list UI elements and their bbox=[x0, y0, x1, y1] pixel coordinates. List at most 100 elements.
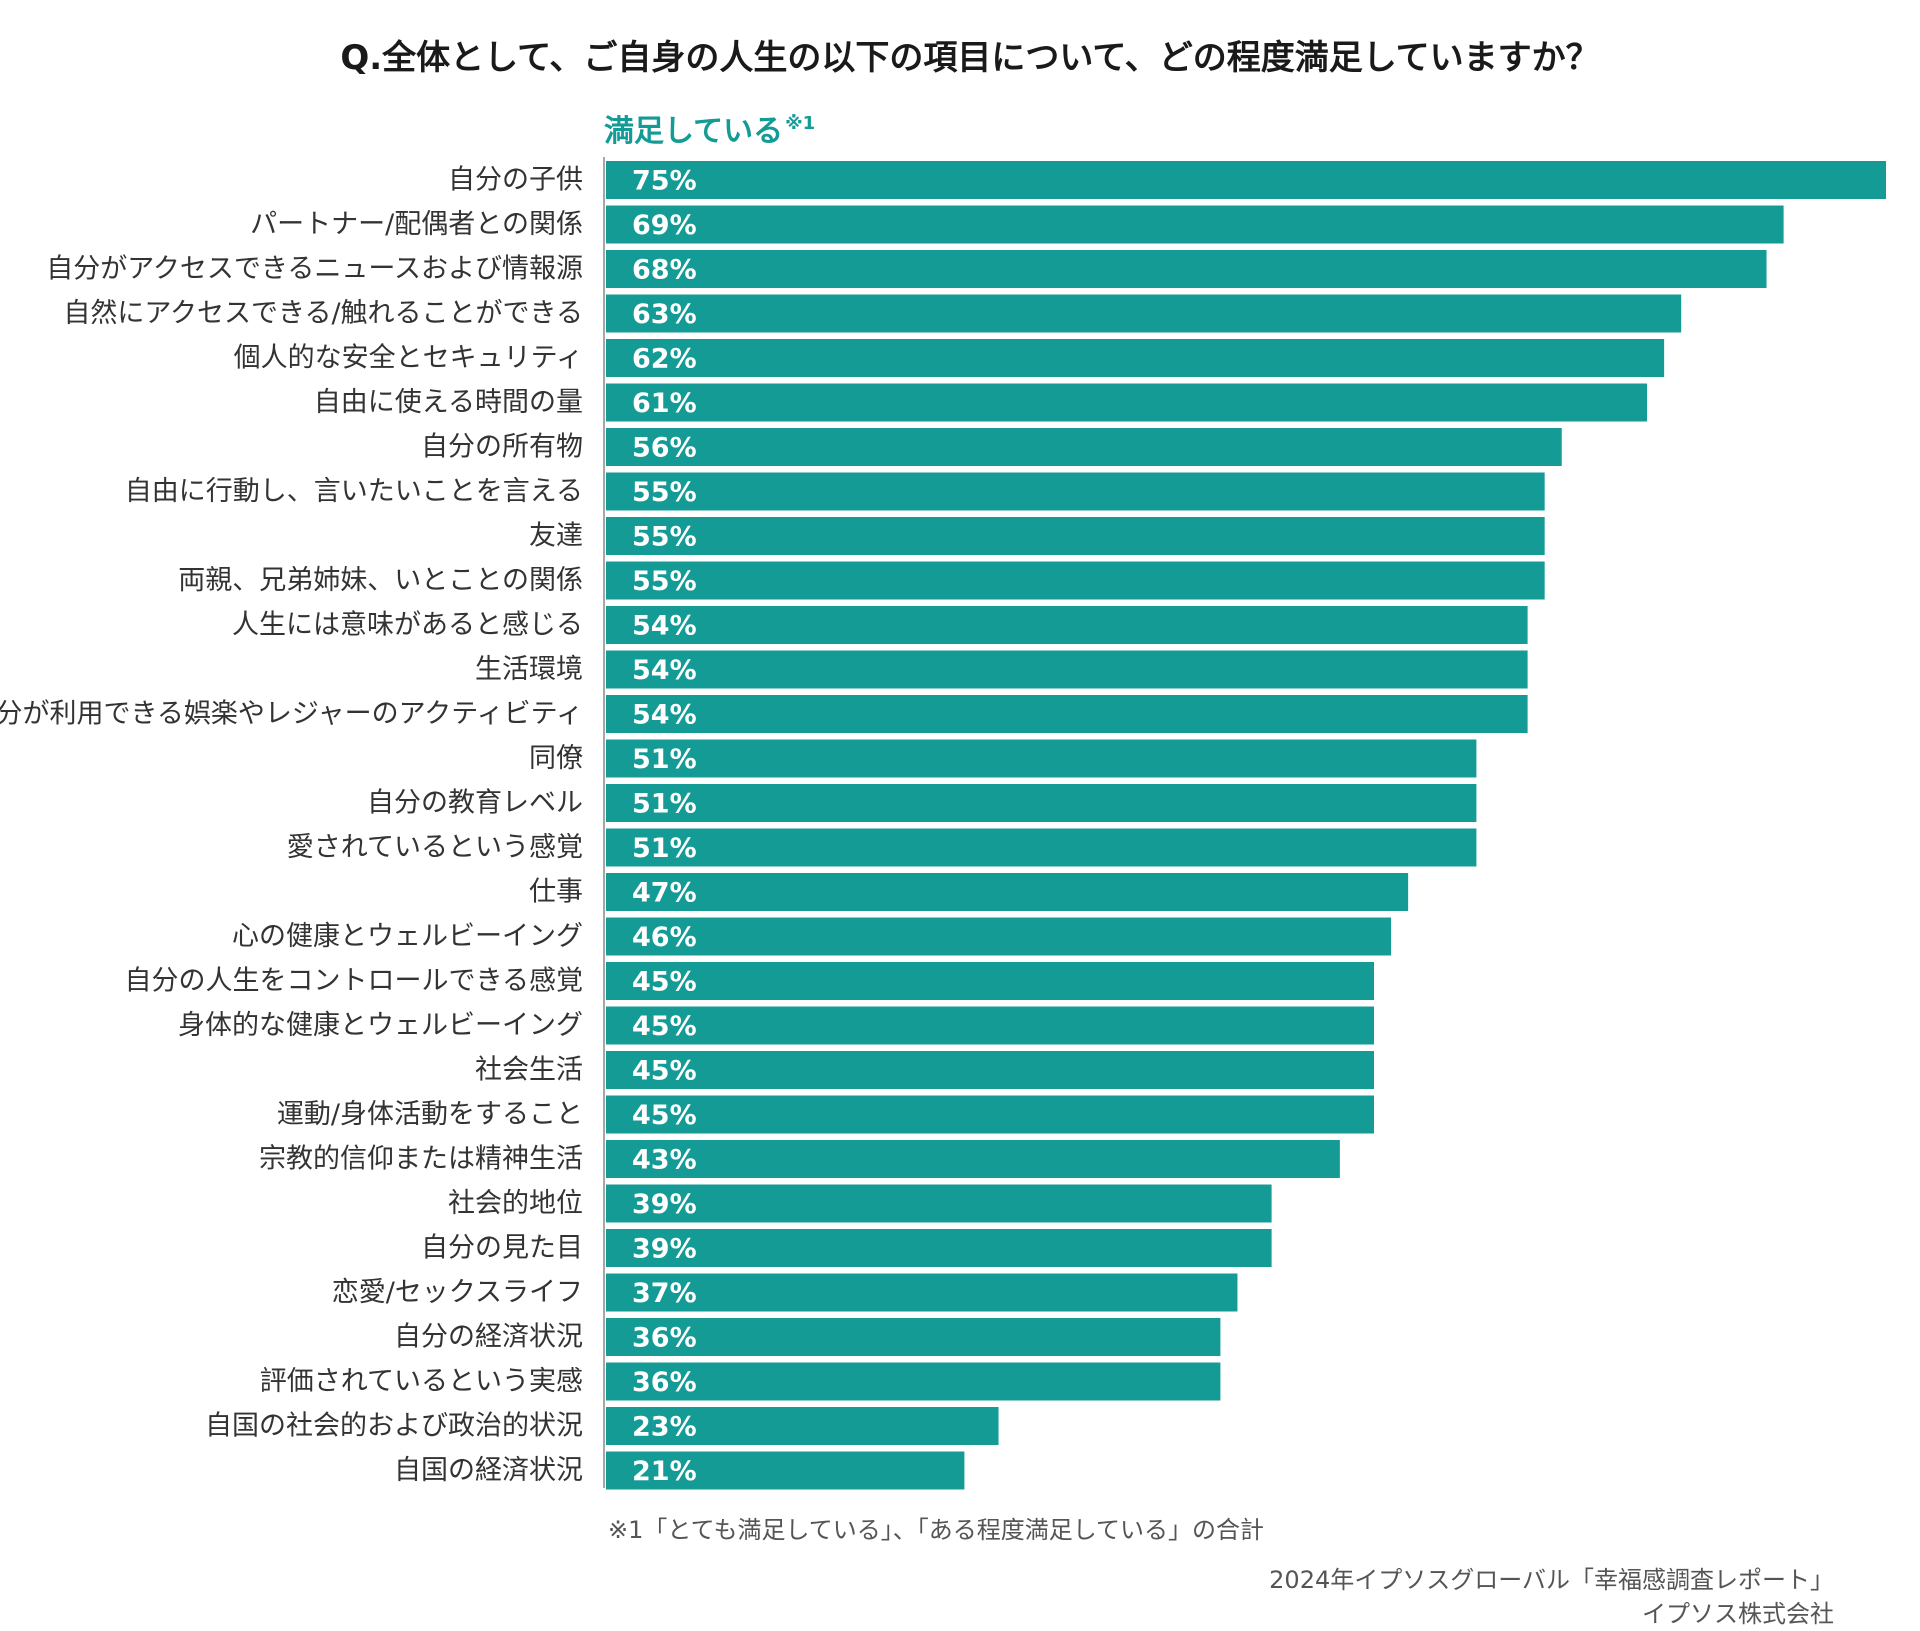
category-label-22: 運動/身体活動をすること bbox=[277, 1099, 583, 1130]
bar-13 bbox=[606, 695, 1528, 733]
series-note-mark: ※1 bbox=[785, 113, 816, 134]
value-label-11: 54% bbox=[632, 611, 697, 642]
category-label-7: 自分の所有物 bbox=[421, 432, 583, 463]
value-label-16: 51% bbox=[632, 833, 697, 864]
category-label-3: 自分がアクセスできるニュースおよび情報源 bbox=[46, 254, 583, 285]
value-label-13: 54% bbox=[632, 700, 697, 731]
bar-chart: 自分の子供 75% パートナー/配偶者との関係 69% 自分がアクセスできるニュースおよ… bbox=[0, 157, 1886, 1490]
value-label-26: 37% bbox=[632, 1278, 697, 1309]
value-label-1: 75% bbox=[632, 166, 697, 197]
category-label-2: パートナー/配偶者との関係 bbox=[250, 209, 583, 240]
chart-title: Q.全体として、ご自身の人生の以下の項目について、どの程度満足していますか？ bbox=[340, 38, 1600, 78]
bar-18 bbox=[606, 917, 1392, 956]
bar-17 bbox=[606, 873, 1409, 911]
bar-7 bbox=[606, 428, 1562, 466]
category-label-19: 自分の人生をコントロールできる感覚 bbox=[125, 966, 583, 997]
category-label-16: 愛されているという感覚 bbox=[287, 832, 583, 863]
category-label-30: 自国の経済状況 bbox=[394, 1455, 583, 1486]
bar-3 bbox=[606, 250, 1767, 288]
bar-6 bbox=[606, 383, 1648, 422]
value-label-28: 36% bbox=[632, 1367, 697, 1398]
category-label-5: 個人的な安全とセキュリティ bbox=[234, 343, 583, 374]
bar-12 bbox=[606, 650, 1528, 689]
category-label-18: 心の健康とウェルビーイング bbox=[232, 921, 583, 952]
bar-8 bbox=[606, 472, 1545, 511]
category-label-25: 自分の見た目 bbox=[421, 1233, 583, 1264]
bar-11 bbox=[606, 606, 1528, 644]
category-label-1: 自分の子供 bbox=[448, 165, 583, 196]
category-label-24: 社会的地位 bbox=[448, 1188, 583, 1219]
value-label-4: 63% bbox=[632, 299, 697, 330]
category-label-14: 同僚 bbox=[529, 743, 583, 774]
bar-27 bbox=[606, 1318, 1221, 1356]
category-label-29: 自国の社会的および政治的状況 bbox=[205, 1411, 583, 1442]
category-label-8: 自由に行動し、言いたいことを言える bbox=[125, 476, 583, 507]
value-label-29: 23% bbox=[632, 1412, 697, 1443]
category-label-17: 仕事 bbox=[529, 877, 583, 908]
value-label-5: 62% bbox=[632, 344, 697, 375]
source-line-2: イプソス株式会社 bbox=[1642, 1600, 1834, 1628]
source-credit: 2024年イプソスグローバル「幸福感調査レポート」 イプソス株式会社 bbox=[1269, 1563, 1834, 1631]
category-label-13: 自分が利用できる娯楽やレジャーのアクティビティ bbox=[0, 699, 583, 730]
value-label-9: 55% bbox=[632, 522, 697, 553]
category-label-6: 自由に使える時間の量 bbox=[314, 387, 583, 418]
category-label-4: 自然にアクセスできる/触れることができる bbox=[63, 298, 583, 329]
bar-9 bbox=[606, 517, 1545, 555]
value-label-23: 43% bbox=[632, 1145, 697, 1176]
bar-30 bbox=[606, 1451, 965, 1490]
value-label-27: 36% bbox=[632, 1323, 697, 1354]
value-label-3: 68% bbox=[632, 255, 697, 286]
value-label-2: 69% bbox=[632, 210, 697, 241]
value-label-6: 61% bbox=[632, 388, 697, 419]
category-label-11: 人生には意味があると感じる bbox=[232, 610, 583, 641]
bar-19 bbox=[606, 962, 1374, 1000]
category-label-28: 評価されているという実感 bbox=[260, 1366, 583, 1397]
bar-28 bbox=[606, 1362, 1221, 1401]
bar-25 bbox=[606, 1229, 1272, 1267]
value-label-7: 56% bbox=[632, 433, 697, 464]
bar-1 bbox=[606, 161, 1886, 199]
value-label-21: 45% bbox=[632, 1056, 697, 1087]
value-label-12: 54% bbox=[632, 655, 697, 686]
value-label-14: 51% bbox=[632, 744, 697, 775]
bar-21 bbox=[606, 1051, 1374, 1089]
value-label-18: 46% bbox=[632, 922, 697, 953]
series-header: 満足している ※1 bbox=[604, 106, 815, 150]
bar-14 bbox=[606, 739, 1477, 778]
footnote: ※1「とても満足している」、「ある程度満足している」の合計 bbox=[608, 1516, 1265, 1544]
value-label-20: 45% bbox=[632, 1011, 697, 1042]
bar-10 bbox=[606, 561, 1545, 600]
bar-4 bbox=[606, 294, 1682, 333]
bar-5 bbox=[606, 339, 1665, 377]
bar-2 bbox=[606, 205, 1784, 244]
value-label-17: 47% bbox=[632, 878, 697, 909]
source-line-1: 2024年イプソスグローバル「幸福感調査レポート」 bbox=[1269, 1566, 1834, 1594]
bar-23 bbox=[606, 1140, 1340, 1178]
value-label-19: 45% bbox=[632, 967, 697, 998]
bar-20 bbox=[606, 1006, 1374, 1045]
category-label-10: 両親、兄弟姉妹、いとことの関係 bbox=[178, 565, 583, 596]
value-label-15: 51% bbox=[632, 789, 697, 820]
category-label-9: 友達 bbox=[529, 521, 583, 552]
value-label-8: 55% bbox=[632, 477, 697, 508]
category-label-23: 宗教的信仰または精神生活 bbox=[259, 1144, 583, 1175]
category-label-26: 恋愛/セックスライフ bbox=[332, 1277, 583, 1308]
value-label-10: 55% bbox=[632, 566, 697, 597]
value-label-25: 39% bbox=[632, 1234, 697, 1265]
category-label-21: 社会生活 bbox=[475, 1055, 583, 1086]
series-name: 満足している bbox=[604, 114, 784, 149]
bars-layer: 自分の子供 75% パートナー/配偶者との関係 69% 自分がアクセスできるニュースおよ… bbox=[0, 161, 1886, 1490]
bar-22 bbox=[606, 1095, 1374, 1134]
value-label-30: 21% bbox=[632, 1456, 697, 1487]
bar-26 bbox=[606, 1273, 1238, 1312]
category-label-12: 生活環境 bbox=[475, 654, 583, 685]
category-label-27: 自分の経済状況 bbox=[394, 1322, 583, 1353]
category-label-20: 身体的な健康とウェルビーイング bbox=[178, 1010, 583, 1041]
bar-24 bbox=[606, 1184, 1272, 1223]
category-label-15: 自分の教育レベル bbox=[367, 788, 583, 819]
bar-29 bbox=[606, 1407, 999, 1445]
value-label-22: 45% bbox=[632, 1100, 697, 1131]
bar-15 bbox=[606, 784, 1477, 822]
value-label-24: 39% bbox=[632, 1189, 697, 1220]
bar-16 bbox=[606, 828, 1477, 867]
